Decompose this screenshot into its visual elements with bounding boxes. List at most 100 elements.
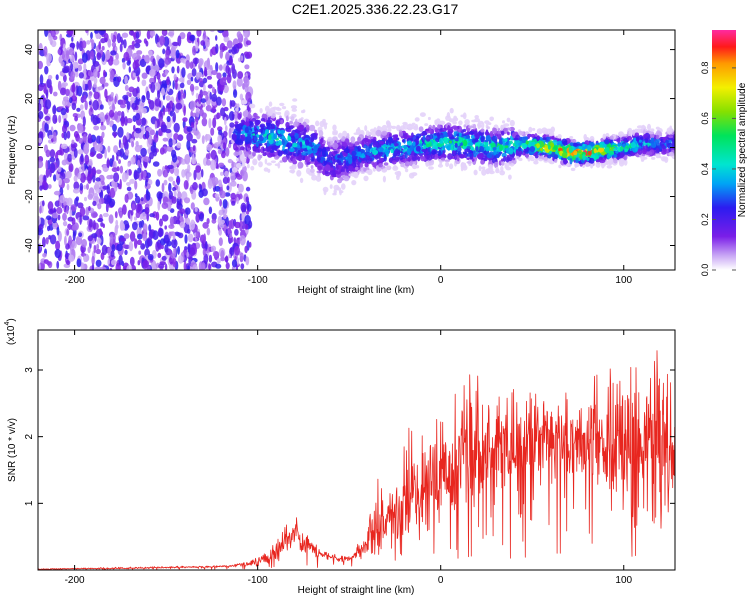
ridge-blob	[501, 152, 507, 158]
ridge-blob	[240, 119, 245, 124]
ridge-blob	[260, 118, 266, 122]
noise-blob	[63, 131, 68, 141]
ridge-blob	[282, 144, 285, 151]
noise-blob	[87, 173, 92, 184]
noise-blob	[79, 182, 84, 191]
noise-blob	[168, 138, 173, 148]
ridge-blob	[509, 162, 515, 167]
noise-blob	[216, 112, 221, 119]
noise-blob	[149, 213, 156, 218]
noise-blob	[90, 107, 93, 112]
noise-blob	[173, 133, 179, 140]
spectrogram-ylabel: Frequency (Hz)	[7, 116, 18, 185]
ridge-blob	[361, 140, 365, 148]
noise-blob	[214, 185, 221, 192]
noise-blob	[119, 165, 124, 174]
ridge-blob	[250, 165, 255, 171]
noise-blob	[233, 89, 238, 98]
ridge-blob	[434, 127, 438, 133]
ridge-blob	[289, 147, 295, 152]
ridge-blob	[387, 127, 392, 132]
ridge-blob	[300, 124, 305, 130]
noise-blob	[87, 235, 94, 242]
ridge-blob	[335, 165, 339, 170]
noise-blob	[44, 30, 49, 37]
noise-blob	[140, 106, 144, 114]
ridge-blob	[401, 139, 405, 143]
noise-blob	[193, 169, 197, 181]
ridge-blob	[604, 146, 610, 153]
ridge-blob	[406, 140, 413, 146]
noise-blob	[177, 90, 181, 101]
noise-blob	[146, 30, 151, 40]
noise-blob	[88, 165, 92, 175]
noise-blob	[86, 40, 91, 45]
ridge-blob	[300, 148, 304, 153]
noise-blob	[126, 118, 133, 124]
ridge-blob	[607, 158, 613, 166]
noise-blob	[101, 45, 105, 51]
noise-blob	[92, 212, 98, 218]
noise-blob	[211, 213, 217, 221]
noise-blob	[110, 250, 115, 258]
ridge-blob	[269, 126, 276, 130]
ridge-blob	[281, 135, 285, 140]
ridge-blob	[549, 150, 553, 154]
noise-blob	[98, 197, 105, 205]
noise-blob	[239, 220, 244, 232]
noise-blob	[162, 107, 166, 116]
noise-blob	[59, 172, 66, 180]
noise-blob	[75, 196, 79, 202]
ridge-blob	[481, 121, 485, 129]
ridge-blob	[320, 137, 324, 143]
ridge-blob	[568, 146, 573, 153]
noise-blob	[223, 130, 228, 138]
noise-blob	[170, 50, 178, 59]
colorbar-tick-label: 0.2	[700, 213, 710, 226]
noise-blob	[119, 211, 123, 219]
noise-blob	[57, 214, 61, 221]
ridge-blob	[650, 140, 655, 144]
ridge-blob	[268, 134, 272, 141]
ridge-blob	[412, 141, 416, 146]
noise-blob	[84, 196, 87, 202]
ridge-blob	[279, 115, 282, 119]
ridge-blob	[467, 141, 474, 146]
noise-blob	[141, 79, 147, 87]
ridge-blob	[464, 132, 470, 136]
noise-blob	[100, 266, 107, 270]
noise-blob	[114, 46, 118, 52]
noise-blob	[38, 215, 41, 226]
noise-blob	[95, 248, 102, 255]
colorbar-axes: 0.0 0.2 0.4 0.6 0.8	[700, 62, 736, 276]
noise-blob	[134, 195, 141, 204]
ridge-blob	[236, 162, 242, 169]
ridge-blob	[382, 168, 388, 172]
noise-blob	[194, 57, 198, 67]
ridge-blob	[329, 184, 333, 189]
colorbar-tick-label: 0.4	[700, 163, 710, 176]
ridge-blob	[632, 129, 636, 136]
noise-blob	[137, 76, 140, 83]
ridge-blob	[294, 132, 299, 139]
noise-blob	[152, 58, 156, 67]
noise-blob	[77, 149, 84, 155]
ridge-blob	[480, 128, 485, 133]
noise-blob	[62, 69, 69, 74]
ridge-blob	[654, 138, 660, 144]
noise-blob	[191, 123, 195, 128]
noise-blob	[63, 74, 67, 83]
ridge-blob	[332, 124, 337, 131]
ridge-blob	[412, 156, 418, 161]
ridge-blob	[414, 124, 418, 129]
ridge-blob	[421, 148, 428, 153]
ridge-blob	[502, 140, 506, 146]
noise-blob	[53, 91, 58, 97]
ridge-blob	[388, 136, 393, 143]
ridge-blob	[253, 136, 258, 142]
noise-blob	[195, 41, 199, 52]
ridge-blob	[488, 164, 494, 170]
noise-blob	[56, 149, 63, 156]
ridge-blob	[270, 128, 274, 134]
ridge-blob	[247, 113, 252, 119]
